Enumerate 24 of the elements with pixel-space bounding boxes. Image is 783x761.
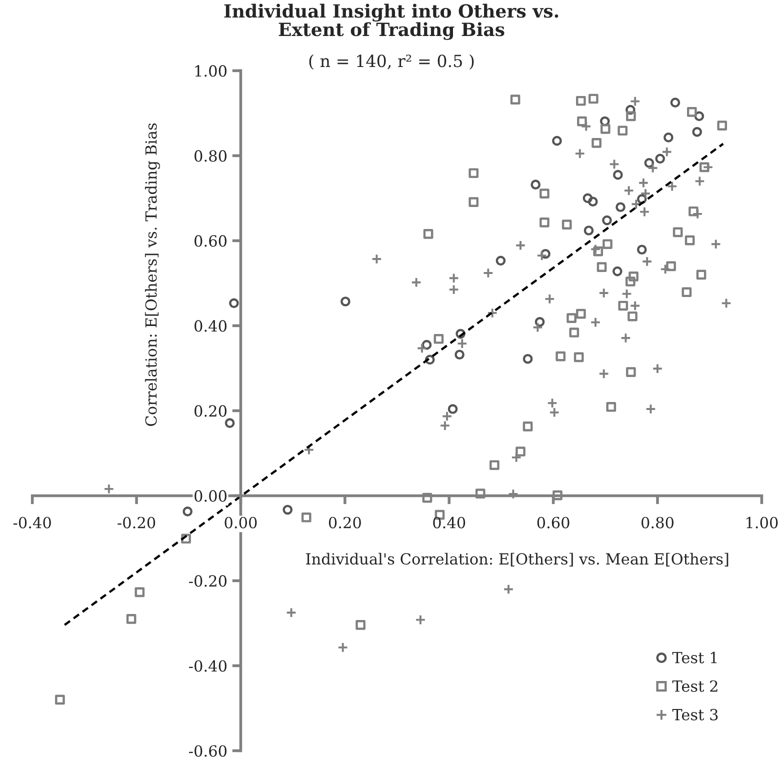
y-axis-title: Correlation: E[Others] vs. Trading Bias xyxy=(144,123,160,426)
x-tick-label: 1.00 xyxy=(746,516,778,528)
x-tick-label: -0.20 xyxy=(118,516,156,528)
legend-label: Test 2 xyxy=(672,680,718,692)
x-tick-label: 0.20 xyxy=(328,516,361,528)
y-tick-label: -0.20 xyxy=(189,575,227,587)
x-axis-title: Individual's Correlation: E[Others] vs. Mean E[Others] xyxy=(306,552,728,566)
y-tick-label: 1.00 xyxy=(195,65,227,77)
chart-title: Individual Insight into Others vs. Extent of Trading Bias xyxy=(224,4,558,40)
chart-subtitle: ( n = 140, r² = 0.5 ) xyxy=(309,54,474,70)
x-tick-label: 0.80 xyxy=(642,516,674,528)
y-tick-label: 0.80 xyxy=(194,150,227,162)
x-tick-label: 0.60 xyxy=(537,516,570,528)
legend-label: Test 1 xyxy=(672,652,717,664)
x-tick-label: 0.00 xyxy=(224,516,257,528)
y-tick-label: -0.40 xyxy=(189,660,227,672)
y-tick-label: -0.60 xyxy=(189,745,227,757)
x-tick-label: -0.40 xyxy=(13,516,51,528)
legend-label: Test 3 xyxy=(672,708,718,720)
y-tick-label: 0.40 xyxy=(194,320,227,332)
x-tick-label: 0.40 xyxy=(433,516,466,528)
y-tick-label: 0.00 xyxy=(194,490,227,502)
y-tick-label: 0.60 xyxy=(194,235,227,247)
y-tick-label: 0.20 xyxy=(194,405,227,417)
